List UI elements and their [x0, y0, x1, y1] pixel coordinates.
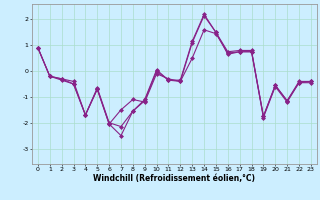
X-axis label: Windchill (Refroidissement éolien,°C): Windchill (Refroidissement éolien,°C)	[93, 174, 255, 183]
